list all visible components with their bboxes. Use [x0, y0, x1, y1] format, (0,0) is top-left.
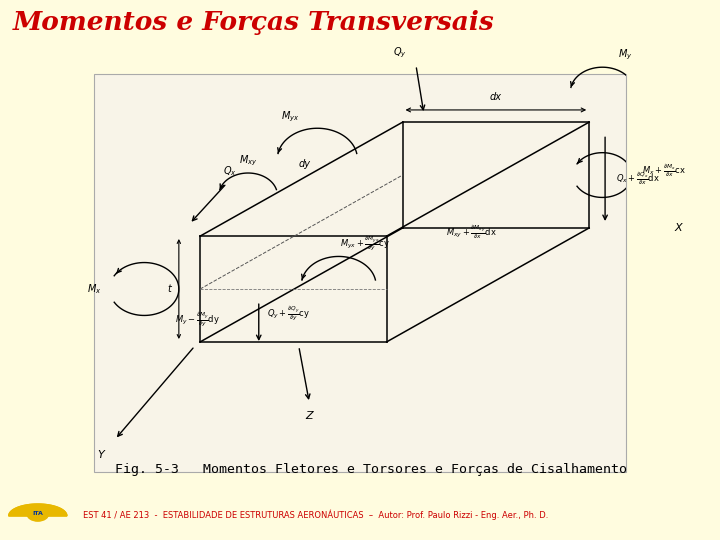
Text: $M_{yx}$: $M_{yx}$ — [282, 110, 300, 124]
Text: $M_x+\frac{\partial M_x}{\partial x}$cx: $M_x+\frac{\partial M_x}{\partial x}$cx — [642, 163, 687, 179]
Text: $Q_y+\frac{\partial Q_y}{\partial y}$cy: $Q_y+\frac{\partial Q_y}{\partial y}$cy — [266, 305, 310, 322]
Text: $M_{yx}+\frac{\partial M_{yx}}{\partial y}$cy: $M_{yx}+\frac{\partial M_{yx}}{\partial … — [341, 234, 390, 252]
Polygon shape — [9, 504, 67, 516]
Text: $M_{xy}$: $M_{xy}$ — [239, 153, 257, 168]
Text: X: X — [675, 223, 682, 233]
Polygon shape — [9, 504, 67, 516]
Text: $M_y-\frac{\partial M_y}{\partial y}$dy: $M_y-\frac{\partial M_y}{\partial y}$dy — [175, 310, 220, 328]
Circle shape — [27, 506, 49, 521]
Text: $M_{xy}+\frac{\partial M_{xy}}{\partial x}$dx: $M_{xy}+\frac{\partial M_{xy}}{\partial … — [446, 224, 498, 240]
Text: dx: dx — [490, 92, 502, 102]
Text: $Q_x$: $Q_x$ — [222, 165, 236, 178]
Text: $M_y$: $M_y$ — [618, 48, 633, 62]
Text: Momentos e Forças Transversais: Momentos e Forças Transversais — [13, 10, 495, 35]
Text: EST 41 / AE 213  -  ESTABILIDADE DE ESTRUTURAS AERONÁUTICAS  –  Autor: Prof. Pau: EST 41 / AE 213 - ESTABILIDADE DE ESTRUT… — [83, 510, 548, 521]
FancyBboxPatch shape — [94, 73, 626, 472]
Text: Fig. 5-3   Momentos Fletores e Torsores e Forças de Cisalhamento: Fig. 5-3 Momentos Fletores e Torsores e … — [115, 463, 627, 476]
Text: $M_x$: $M_x$ — [87, 282, 102, 296]
Text: $Q_x+\frac{\partial Q_x}{\partial x}$dx: $Q_x+\frac{\partial Q_x}{\partial x}$dx — [616, 171, 660, 187]
Text: $Q_y$: $Q_y$ — [393, 46, 407, 60]
Text: t: t — [167, 284, 171, 294]
Text: Z: Z — [305, 411, 313, 421]
Text: Y: Y — [97, 450, 104, 460]
Text: dy: dy — [298, 159, 310, 169]
Text: ITA: ITA — [32, 511, 43, 516]
